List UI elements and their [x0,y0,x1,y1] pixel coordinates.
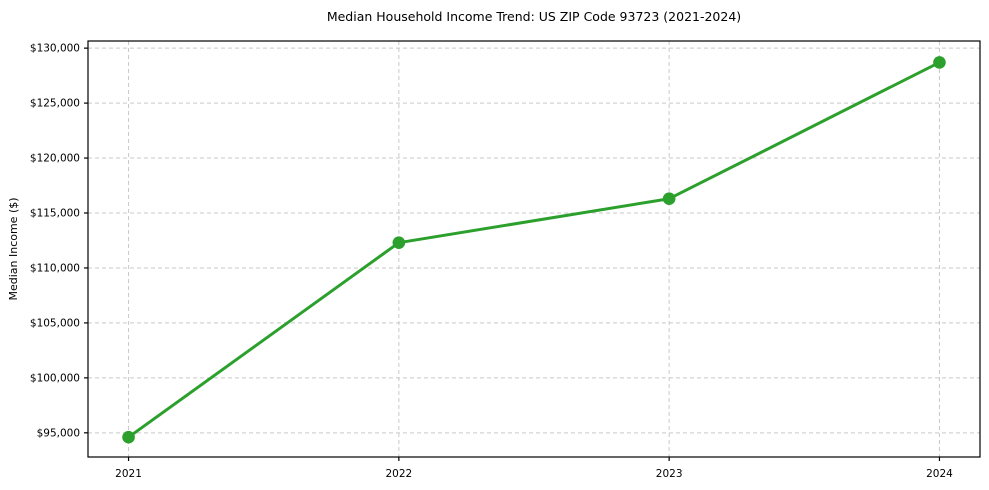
tick-layer: $95,000 $100,000 $105,000 $110,000 $115,000 $… [30,43,953,480]
data-point [662,192,676,206]
y-tick-label: $110,000 [30,262,80,274]
trend-line [127,60,941,439]
series-layer [122,56,946,444]
y-tick-label: $115,000 [30,208,80,220]
y-tick-label: $95,000 [37,427,80,439]
y-tick-label: $100,000 [30,372,80,384]
data-point [122,430,135,444]
y-axis-label: Median Income ($) [7,197,20,300]
data-point [933,56,946,69]
x-tick-label: 2021 [115,468,142,480]
grid-layer [88,41,980,457]
chart-title: Median Household Income Trend: US ZIP Co… [327,9,741,24]
x-tick-label: 2023 [656,468,683,480]
x-tick-label: 2022 [385,468,412,480]
data-point [392,236,406,249]
y-tick-label: $105,000 [30,317,80,329]
x-tick-label: 2024 [926,468,953,480]
y-tick-label: $120,000 [30,153,80,165]
y-tick-label: $130,000 [30,43,80,55]
plot-border [87,40,981,458]
y-tick-label: $125,000 [30,98,80,110]
